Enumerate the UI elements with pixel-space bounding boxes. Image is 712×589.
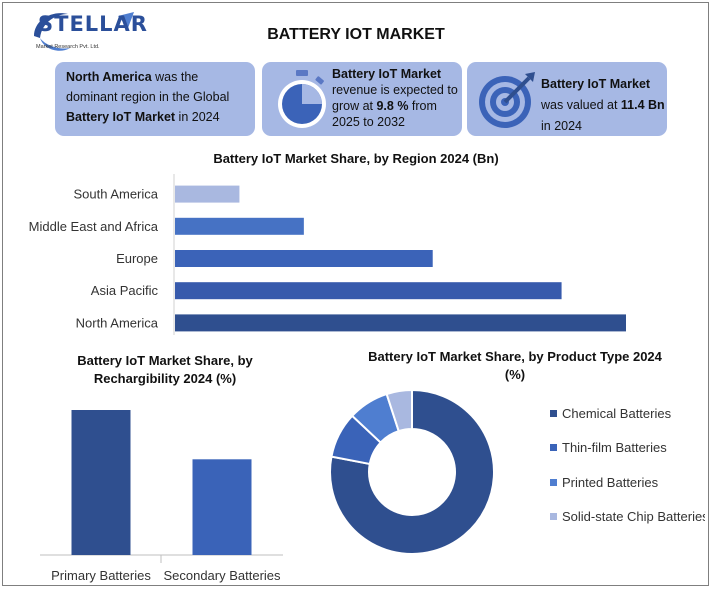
legend-label: Printed Batteries	[562, 475, 659, 490]
brand-subtitle: Market Research Pvt. Ltd.	[36, 44, 100, 50]
legend-label: Solid-state Chip Batteries	[562, 509, 705, 524]
legend-swatch	[550, 513, 557, 520]
legend-swatch	[550, 479, 557, 486]
brand-name: STELLAR	[38, 12, 148, 36]
card-text-part: from 2025 to 2032	[332, 99, 437, 129]
legend-swatch	[550, 444, 557, 451]
card-text: North America was the dominant region in…	[66, 70, 229, 124]
card-text-part: Battery IoT Market	[541, 77, 651, 91]
card-text-part: Battery IoT Market	[66, 110, 176, 124]
card-text-part: Battery IoT Market	[332, 67, 442, 81]
recharge-chart-title: Battery IoT Market Share, by Rechargibil…	[77, 353, 253, 386]
card-market-value: Battery IoT Market was valued at 11.4 Bn…	[467, 62, 667, 136]
region-label: Middle East and Africa	[29, 219, 159, 234]
legend-label: Thin-film Batteries	[562, 440, 667, 455]
legend-label: Chemical Batteries	[562, 406, 672, 421]
region-chart-title: Battery IoT Market Share, by Region 2024…	[213, 151, 499, 166]
region-label: South America	[73, 187, 158, 202]
card-text-part: North America	[66, 70, 152, 84]
region-label: Asia Pacific	[91, 283, 159, 298]
region-bar	[175, 314, 626, 332]
donut-slice	[330, 388, 495, 555]
card-text-part: was valued at	[541, 98, 621, 112]
card-text-part: 9.8 %	[376, 99, 409, 113]
recharge-bar	[71, 410, 131, 555]
region-label: Europe	[116, 251, 158, 266]
card-growth-rate: Battery IoT Market revenue is expected t…	[262, 62, 462, 136]
card-text-part: 11.4 Bn	[620, 98, 665, 112]
recharge-bar	[192, 459, 252, 555]
region-bar	[175, 282, 562, 300]
main-title: BATTERY IOT MARKET	[267, 26, 445, 43]
card-text-part: revenue is expected to grow at	[332, 83, 458, 113]
card-text-part: was the dominant region in the Global	[66, 70, 230, 104]
rechargibility-bar-chart: Primary Batteries Secondary Batteries	[40, 410, 283, 583]
product-donut-chart	[330, 388, 495, 555]
recharge-label: Primary Batteries	[51, 568, 151, 583]
card-text: Battery IoT Market was valued at 11.4 Bn…	[541, 74, 665, 137]
region-bar	[175, 185, 240, 203]
stellar-logo	[34, 12, 134, 51]
region-bar	[175, 250, 433, 267]
region-bar-chart: South America Middle East and Africa Europ…	[29, 174, 626, 335]
product-legend: Chemical Batteries Thin-film Batteries Pri…	[550, 406, 705, 524]
card-text: Battery IoT Market revenue is expected t…	[332, 66, 464, 130]
stopwatch-icon	[278, 70, 326, 128]
card-text-part: in 2024	[541, 119, 583, 133]
recharge-label: Secondary Batteries	[163, 568, 281, 583]
card-dominant-region: North America was the dominant region in…	[55, 62, 255, 136]
product-chart-title: Battery IoT Market Share, by Product Typ…	[368, 349, 662, 382]
donut-slice	[385, 388, 413, 433]
region-label: North America	[76, 315, 159, 330]
region-bar	[175, 217, 304, 235]
legend-swatch	[550, 410, 557, 417]
card-text-part: in 2024	[175, 110, 220, 124]
target-icon	[479, 72, 535, 128]
